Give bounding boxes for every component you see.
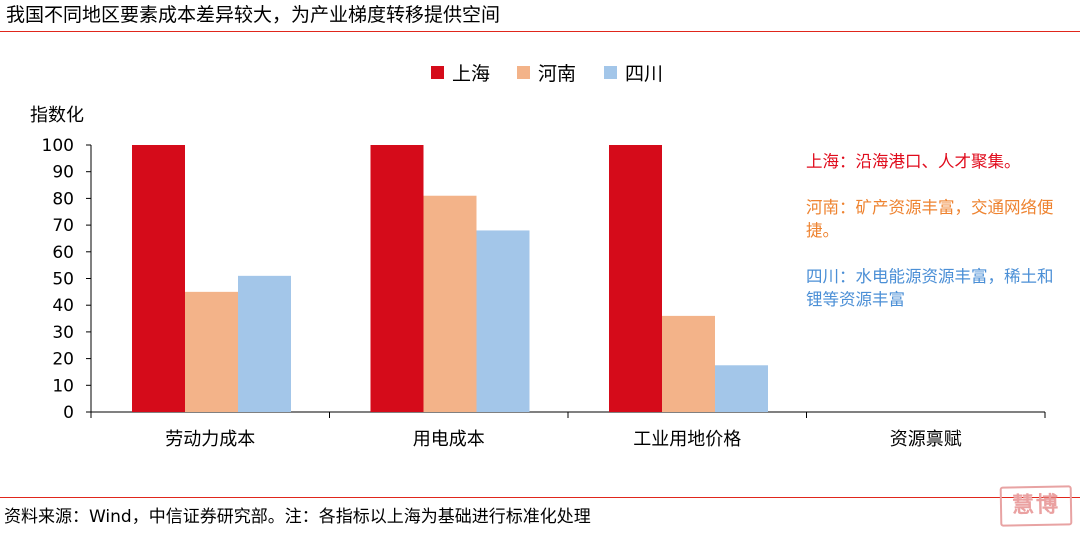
x-tick-label: 劳动力成本	[165, 429, 255, 450]
y-tick-label: 100	[42, 136, 74, 156]
x-tick-label: 用电成本	[413, 429, 485, 450]
bar-河南	[423, 195, 477, 412]
x-tick-label: 资源禀赋	[890, 428, 962, 450]
y-tick-label: 60	[52, 243, 74, 263]
watermark-stamp: 慧博	[999, 485, 1073, 527]
page-title: 我国不同地区要素成本差异较大，为产业梯度转移提供空间	[6, 4, 501, 26]
y-tick-label: 10	[52, 376, 74, 396]
bar-河南	[662, 315, 715, 412]
legend-label: 四川	[625, 63, 663, 85]
watermark-text: 慧博	[1011, 492, 1061, 519]
x-tick-label: 工业用地价格	[633, 429, 741, 450]
legend-label: 河南	[538, 63, 576, 85]
bar-上海	[132, 145, 185, 412]
y-tick-label: 0	[63, 403, 74, 423]
annotation-shanghai: 上海：沿海港口、人才聚集。	[806, 152, 1021, 171]
bar-河南	[185, 291, 238, 412]
legend-label: 上海	[452, 63, 490, 85]
source-note: 资料来源：Wind，中信证券研究部。注：各指标以上海为基础进行标准化处理	[4, 507, 591, 527]
y-tick-label: 40	[52, 296, 74, 316]
bar-四川	[715, 365, 768, 412]
y-tick-label: 30	[52, 323, 74, 343]
bar-四川	[238, 275, 291, 412]
title-divider	[0, 31, 1080, 32]
bar-上海	[609, 145, 662, 412]
y-tick-label: 70	[52, 216, 74, 236]
y-axis-label: 指数化	[30, 105, 84, 126]
y-tick-label: 80	[52, 189, 74, 209]
annotation-sichuan: 四川：水电能源资源丰富，稀土和锂等资源丰富	[806, 267, 1054, 309]
y-tick-label: 90	[52, 163, 74, 183]
y-tick-label: 50	[52, 270, 74, 290]
legend-swatch	[517, 66, 530, 79]
annotation-henan: 河南：矿产资源丰富，交通网络便捷。	[806, 198, 1054, 240]
bar-上海	[370, 145, 424, 412]
footer-divider	[0, 497, 1080, 498]
legend-swatch	[604, 66, 617, 79]
legend-swatch	[431, 66, 444, 79]
y-tick-label: 20	[52, 350, 74, 370]
bar-四川	[476, 230, 530, 412]
